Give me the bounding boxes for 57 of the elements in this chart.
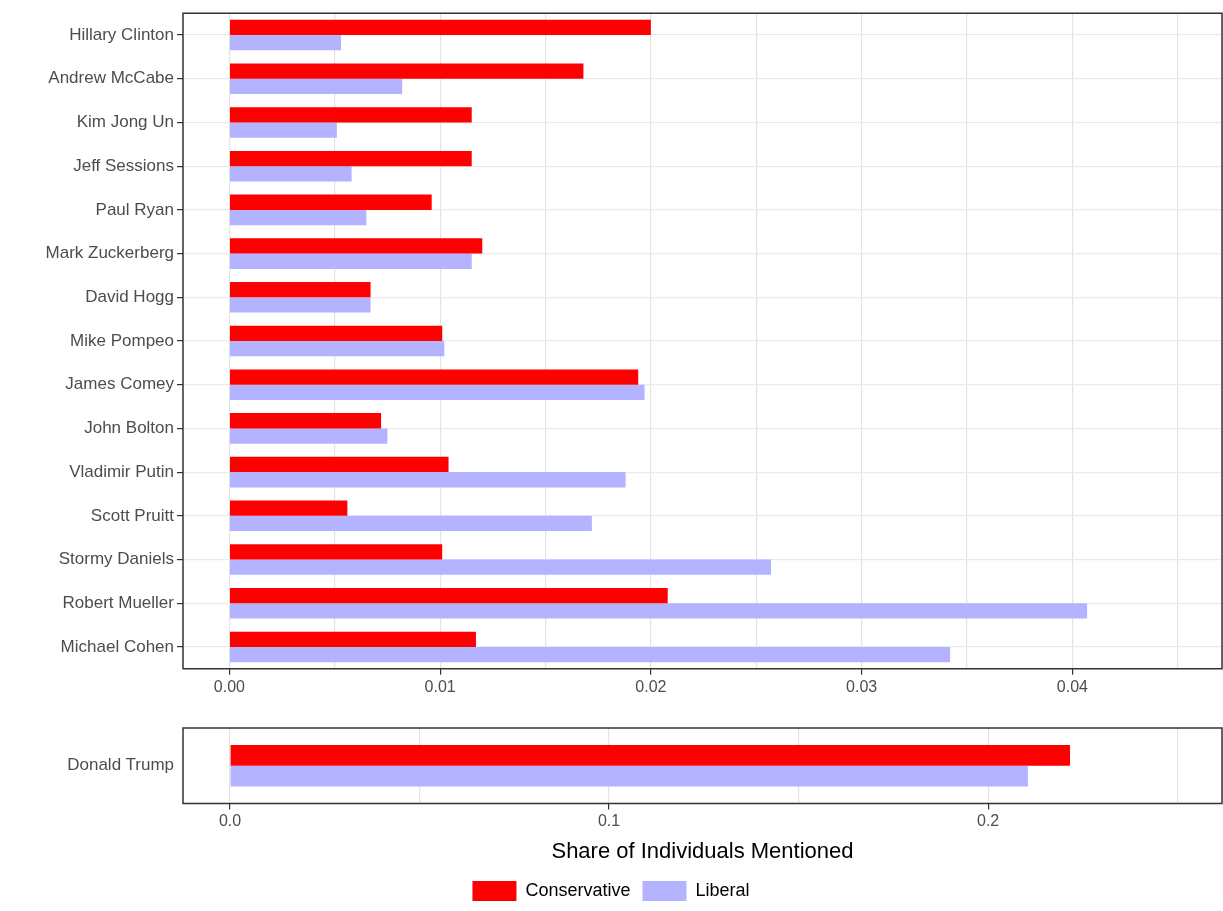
- bar: [229, 603, 1088, 619]
- bar: [229, 194, 432, 210]
- x-tick-label: 0.03: [846, 677, 878, 695]
- bar: [229, 209, 367, 226]
- bar: [229, 646, 951, 663]
- x-tick-label: 0.02: [635, 677, 667, 695]
- bar: [229, 253, 472, 269]
- y-tick-label: James Comey: [65, 374, 175, 394]
- x-axis-title: Share of Individuals Mentioned: [551, 837, 854, 863]
- bar: [229, 587, 668, 604]
- legend-label: Liberal: [695, 879, 750, 900]
- x-tick-label: 0.01: [424, 677, 456, 695]
- bar: [229, 413, 382, 429]
- y-tick-label: Andrew McCabe: [48, 68, 174, 88]
- y-tick-label: Mike Pompeo: [70, 330, 174, 350]
- bar: [229, 166, 352, 182]
- bar: [229, 282, 371, 298]
- bar: [229, 456, 449, 473]
- legend-label: Conservative: [525, 879, 631, 900]
- bar: [229, 472, 626, 488]
- bar: [229, 78, 403, 95]
- y-tick-label: Mark Zuckerberg: [45, 243, 174, 263]
- x-tick-label: 0.0: [218, 812, 242, 830]
- bar: [229, 107, 472, 123]
- bar: [229, 384, 645, 400]
- bar: [229, 515, 592, 532]
- bar: [229, 369, 639, 385]
- bar: [229, 122, 337, 138]
- bar: [229, 341, 445, 357]
- bar: [229, 325, 443, 341]
- x-tick-label: 0.00: [213, 677, 246, 695]
- bar: [229, 428, 388, 444]
- y-tick-label: Vladimir Putin: [69, 461, 174, 481]
- bar: [229, 35, 342, 51]
- y-tick-label: Donald Trump: [67, 755, 174, 775]
- y-tick-label: Michael Cohen: [60, 636, 174, 656]
- bar: [229, 19, 651, 36]
- y-tick-label: Robert Mueller: [62, 592, 175, 612]
- bar: [229, 559, 771, 575]
- bar: [229, 150, 472, 167]
- bar: [229, 500, 348, 516]
- bar: [229, 63, 584, 79]
- bar: [229, 238, 483, 254]
- y-tick-label: David Hogg: [85, 286, 174, 306]
- y-tick-label: Jeff Sessions: [73, 155, 174, 175]
- bar: [229, 544, 443, 560]
- y-tick-label: Scott Pruitt: [90, 505, 175, 525]
- y-tick-label: Kim Jong Un: [76, 112, 174, 132]
- x-tick-label: 0.2: [977, 812, 1000, 830]
- x-tick-label: 0.1: [597, 812, 621, 830]
- x-tick-label: 0.04: [1056, 677, 1089, 695]
- bar: [229, 297, 371, 313]
- y-tick-label: John Bolton: [84, 418, 174, 438]
- y-tick-label: Stormy Daniels: [58, 549, 174, 569]
- y-tick-label: Paul Ryan: [95, 199, 174, 219]
- bar: [229, 631, 476, 647]
- y-tick-label: Hillary Clinton: [69, 24, 174, 44]
